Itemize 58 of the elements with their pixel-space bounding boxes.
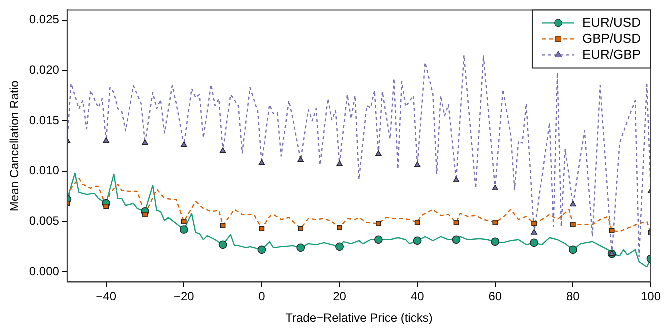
x-tick-label: −20 bbox=[174, 290, 195, 304]
legend-label: GBP/USD bbox=[582, 30, 641, 46]
point bbox=[337, 225, 342, 230]
point bbox=[336, 242, 344, 252]
point bbox=[413, 236, 422, 246]
point bbox=[376, 221, 382, 226]
point bbox=[492, 184, 499, 191]
y-tick-label: 0.000 bbox=[29, 264, 60, 278]
point bbox=[570, 222, 576, 228]
point bbox=[180, 142, 188, 148]
y-tick-label: 0.005 bbox=[29, 214, 60, 228]
point bbox=[414, 162, 421, 168]
point bbox=[374, 236, 383, 244]
point bbox=[531, 229, 538, 235]
point bbox=[104, 204, 109, 210]
x-tick-label: 100 bbox=[640, 290, 662, 304]
point bbox=[375, 150, 382, 156]
x-tick-label: 80 bbox=[566, 290, 580, 304]
x-axis-title: Trade−Relative Price (ticks) bbox=[286, 311, 433, 326]
point bbox=[298, 156, 304, 162]
point bbox=[218, 240, 228, 250]
point bbox=[296, 244, 306, 252]
point bbox=[142, 140, 148, 146]
point bbox=[336, 160, 343, 166]
point bbox=[298, 226, 304, 232]
point bbox=[608, 250, 616, 256]
x-tick-label: −40 bbox=[96, 290, 117, 304]
point bbox=[492, 220, 498, 226]
x-tick-label: 40 bbox=[410, 290, 425, 304]
point bbox=[220, 223, 226, 228]
x-tick-label: 60 bbox=[488, 290, 502, 304]
point bbox=[532, 221, 537, 226]
point bbox=[258, 246, 266, 254]
point bbox=[570, 201, 576, 207]
x-tick-label: 20 bbox=[333, 290, 347, 304]
y-tick-label: 0.025 bbox=[29, 12, 60, 27]
point bbox=[103, 138, 110, 144]
x-tick-label: 0 bbox=[258, 290, 266, 304]
y-tick-label: 0.020 bbox=[29, 62, 60, 77]
point bbox=[568, 246, 578, 254]
point bbox=[609, 228, 615, 234]
point bbox=[220, 148, 226, 154]
legend-label: EUR/GBP bbox=[582, 46, 641, 62]
point bbox=[453, 176, 460, 182]
point bbox=[181, 219, 187, 224]
point bbox=[530, 238, 538, 248]
point bbox=[180, 226, 188, 234]
point bbox=[491, 238, 500, 246]
point bbox=[142, 212, 148, 218]
y-axis-title: Mean Cancellation Ratio bbox=[8, 80, 22, 212]
y-tick-label: 0.010 bbox=[29, 164, 60, 178]
point bbox=[414, 220, 420, 226]
legend-label: EUR/USD bbox=[582, 14, 641, 30]
point bbox=[454, 220, 460, 226]
y-tick-label: 0.015 bbox=[29, 113, 60, 128]
point bbox=[258, 160, 266, 166]
point bbox=[259, 226, 265, 232]
point bbox=[452, 236, 461, 244]
